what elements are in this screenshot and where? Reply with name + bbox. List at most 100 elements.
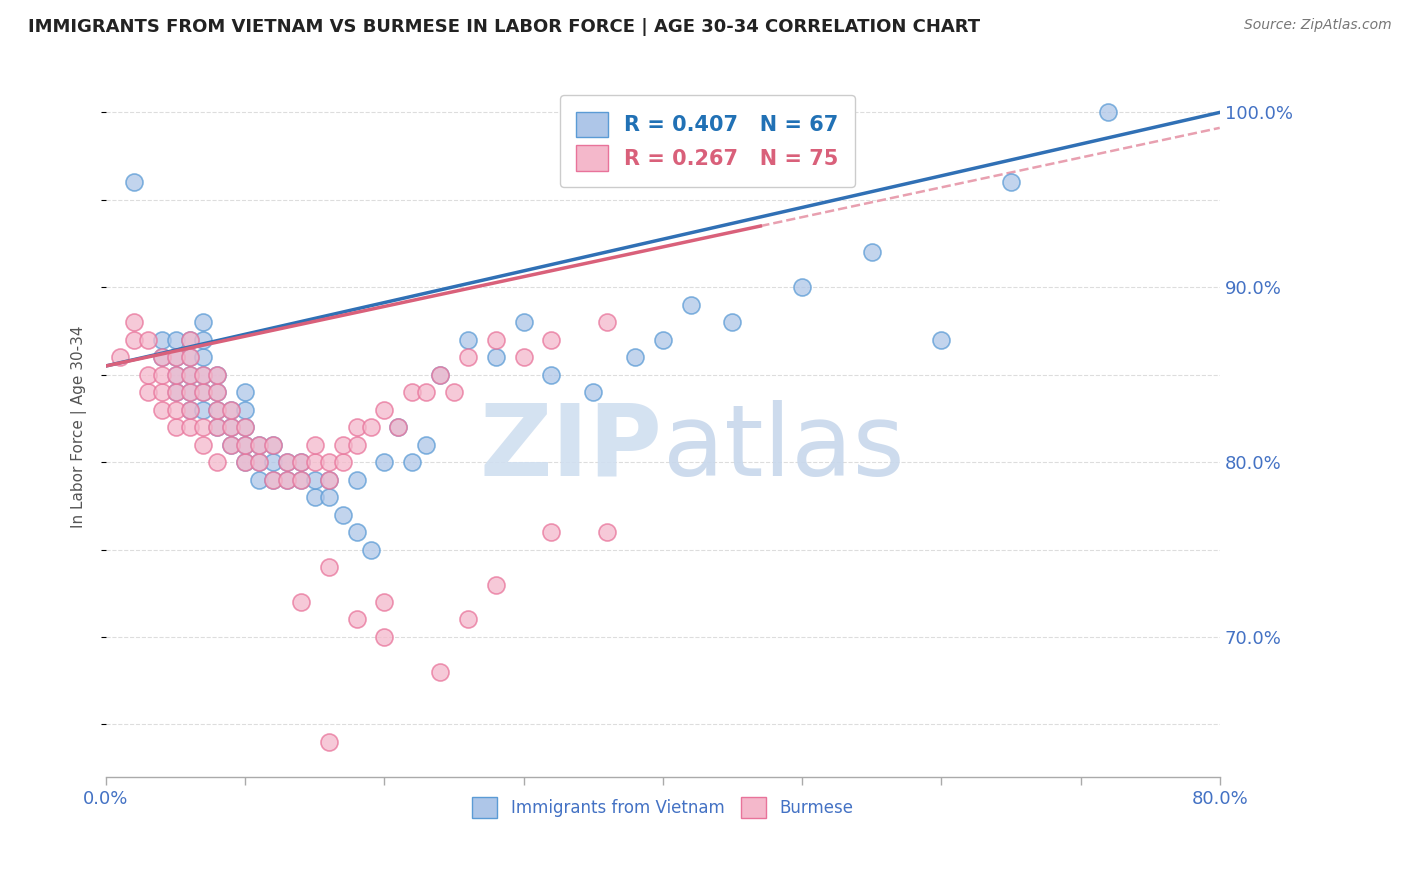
Point — [165, 350, 187, 364]
Point — [150, 333, 173, 347]
Point — [207, 420, 229, 434]
Point — [165, 350, 187, 364]
Point — [165, 333, 187, 347]
Point — [122, 315, 145, 329]
Point — [415, 437, 437, 451]
Point — [485, 333, 508, 347]
Point — [485, 350, 508, 364]
Point — [233, 437, 256, 451]
Point — [318, 473, 340, 487]
Point — [179, 333, 201, 347]
Point — [193, 368, 215, 382]
Point — [346, 524, 368, 539]
Point — [651, 333, 673, 347]
Point — [233, 437, 256, 451]
Point — [485, 577, 508, 591]
Point — [233, 420, 256, 434]
Point — [332, 508, 354, 522]
Point — [512, 315, 534, 329]
Point — [318, 560, 340, 574]
Point — [346, 613, 368, 627]
Point — [457, 350, 479, 364]
Point — [122, 333, 145, 347]
Point — [193, 437, 215, 451]
Point — [373, 455, 395, 469]
Point — [860, 245, 883, 260]
Point — [193, 315, 215, 329]
Point — [318, 735, 340, 749]
Point — [304, 437, 326, 451]
Point — [360, 420, 382, 434]
Point — [179, 368, 201, 382]
Point — [624, 350, 647, 364]
Point — [207, 368, 229, 382]
Point — [373, 630, 395, 644]
Point — [415, 385, 437, 400]
Point — [262, 437, 284, 451]
Point — [929, 333, 952, 347]
Point — [179, 402, 201, 417]
Point — [304, 455, 326, 469]
Point — [207, 402, 229, 417]
Point — [179, 368, 201, 382]
Point — [596, 315, 619, 329]
Point — [219, 402, 242, 417]
Point — [233, 402, 256, 417]
Point — [193, 385, 215, 400]
Point — [1097, 105, 1119, 120]
Point — [790, 280, 813, 294]
Point — [540, 333, 562, 347]
Point — [276, 473, 298, 487]
Point — [193, 420, 215, 434]
Point — [721, 315, 744, 329]
Point — [219, 402, 242, 417]
Point — [346, 437, 368, 451]
Point — [165, 368, 187, 382]
Point — [122, 175, 145, 189]
Point — [179, 333, 201, 347]
Point — [262, 455, 284, 469]
Point — [457, 613, 479, 627]
Point — [165, 385, 187, 400]
Point — [262, 473, 284, 487]
Point — [540, 524, 562, 539]
Point — [457, 333, 479, 347]
Point — [429, 665, 451, 679]
Point — [290, 595, 312, 609]
Point — [165, 385, 187, 400]
Point — [276, 473, 298, 487]
Point — [540, 368, 562, 382]
Point — [387, 420, 409, 434]
Point — [207, 455, 229, 469]
Point — [262, 437, 284, 451]
Point — [247, 437, 270, 451]
Point — [332, 437, 354, 451]
Point — [304, 473, 326, 487]
Point — [207, 402, 229, 417]
Point — [318, 490, 340, 504]
Point — [429, 368, 451, 382]
Point — [150, 385, 173, 400]
Point — [276, 455, 298, 469]
Point — [247, 473, 270, 487]
Point — [165, 402, 187, 417]
Point — [332, 455, 354, 469]
Point — [150, 350, 173, 364]
Point — [318, 473, 340, 487]
Point — [512, 350, 534, 364]
Point — [429, 368, 451, 382]
Point — [346, 420, 368, 434]
Legend: Immigrants from Vietnam, Burmese: Immigrants from Vietnam, Burmese — [465, 791, 860, 824]
Point — [387, 420, 409, 434]
Point — [193, 333, 215, 347]
Point — [262, 473, 284, 487]
Point — [304, 490, 326, 504]
Point — [193, 385, 215, 400]
Point — [443, 385, 465, 400]
Point — [401, 455, 423, 469]
Point — [179, 402, 201, 417]
Point — [290, 473, 312, 487]
Point — [318, 455, 340, 469]
Point — [136, 368, 159, 382]
Point — [373, 402, 395, 417]
